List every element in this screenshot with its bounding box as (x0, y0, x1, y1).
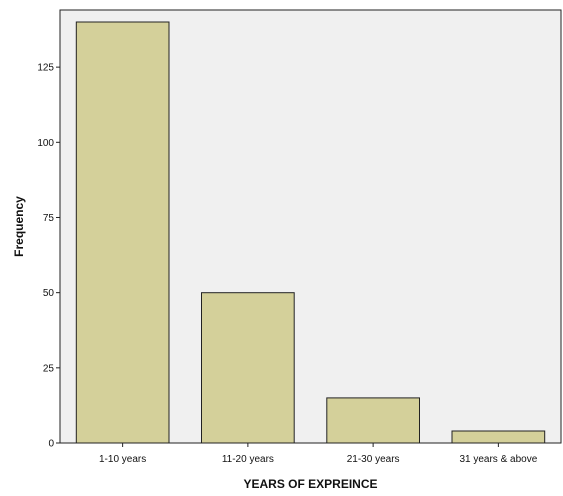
bar-3 (326, 397, 420, 444)
bar-4 (451, 430, 546, 444)
x-tick-label: 11-20 years (222, 454, 274, 465)
bar-2 (201, 292, 295, 444)
bar-1 (75, 21, 170, 444)
y-tick-label: 0 (48, 439, 54, 450)
bars-group (75, 21, 546, 444)
x-tick-label: 21-30 years (347, 454, 400, 465)
y-tick-label: 125 (37, 63, 54, 74)
y-axis-title: Frequency (12, 196, 26, 257)
x-axis-title: YEARS OF EXPREINCE (243, 477, 377, 491)
y-tick-label: 25 (43, 363, 55, 374)
y-tick-label: 75 (43, 213, 55, 224)
x-tick-label: 31 years & above (459, 454, 537, 465)
y-tick-label: 50 (43, 288, 55, 299)
x-axis: 1-10 years 11-20 years 21-30 years 31 years… (99, 443, 538, 465)
y-tick-label: 100 (37, 138, 54, 149)
x-tick-label: 1-10 years (99, 454, 146, 465)
y-axis: 0 25 50 75 100 125 (37, 63, 60, 450)
